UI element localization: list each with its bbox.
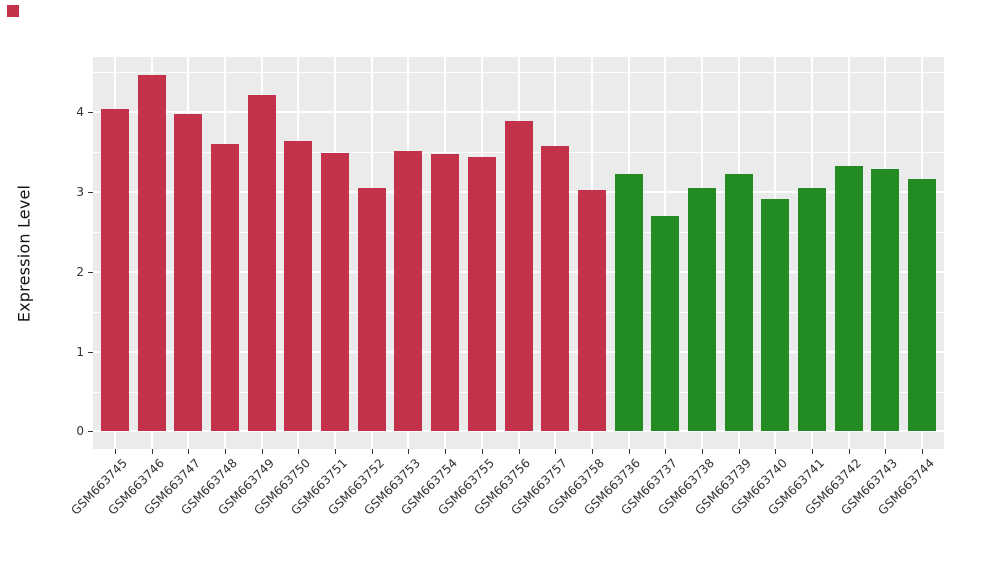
x-tick <box>371 449 373 454</box>
bar-GSM663744 <box>907 179 936 432</box>
y-tick <box>88 112 93 114</box>
bar-GSM663757 <box>541 146 570 432</box>
bar-GSM663749 <box>247 95 276 432</box>
h-gridline-major <box>93 111 944 114</box>
y-tick-label: 1 <box>76 344 84 359</box>
x-tick <box>261 449 263 454</box>
x-tick <box>225 449 227 454</box>
y-tick <box>88 271 93 273</box>
bar-GSM663755 <box>467 156 496 432</box>
plot-panel <box>93 57 944 449</box>
bar-GSM663748 <box>211 144 240 432</box>
bar-GSM663756 <box>504 120 533 432</box>
y-tick-label: 4 <box>76 105 84 120</box>
x-tick <box>738 449 740 454</box>
bar-GSM663741 <box>797 187 826 432</box>
x-tick <box>151 449 153 454</box>
bar-GSM663747 <box>174 114 203 432</box>
x-tick <box>555 449 557 454</box>
x-tick <box>665 449 667 454</box>
x-tick <box>591 449 593 454</box>
y-tick-label: 0 <box>76 424 84 439</box>
bar-GSM663745 <box>101 108 129 432</box>
bar-GSM663746 <box>137 74 166 432</box>
y-tick-label: 3 <box>76 184 84 199</box>
bar-GSM663739 <box>724 174 753 432</box>
x-tick <box>115 449 116 454</box>
bar-GSM663751 <box>321 152 350 432</box>
bar-GSM663758 <box>577 190 606 432</box>
bar-GSM663753 <box>394 151 423 432</box>
y-tick <box>88 351 93 353</box>
x-tick <box>335 449 337 454</box>
x-tick <box>518 449 520 454</box>
x-tick <box>445 449 447 454</box>
bar-GSM663750 <box>284 140 313 432</box>
bar-GSM663737 <box>651 215 680 432</box>
red-marker <box>7 5 19 17</box>
bar-GSM663736 <box>614 174 643 432</box>
x-tick <box>775 449 777 454</box>
x-tick <box>188 449 190 454</box>
x-tick <box>848 449 850 454</box>
bar-GSM663743 <box>871 168 900 432</box>
bar-GSM663740 <box>761 199 790 432</box>
bar-GSM663738 <box>687 187 716 432</box>
x-tick <box>298 449 300 454</box>
bar-GSM663754 <box>431 154 460 432</box>
x-tick <box>811 449 813 454</box>
y-tick <box>88 431 93 433</box>
y-tick-label: 2 <box>76 264 84 279</box>
x-tick <box>885 449 887 454</box>
h-gridline-minor <box>93 72 944 74</box>
x-tick <box>628 449 630 454</box>
x-tick <box>701 449 703 454</box>
bar-GSM663742 <box>834 165 863 432</box>
y-tick <box>88 191 93 193</box>
bar-GSM663752 <box>357 187 386 432</box>
x-tick <box>921 449 923 454</box>
x-tick <box>481 449 483 454</box>
x-tick <box>408 449 410 454</box>
h-gridline-major <box>93 430 944 433</box>
